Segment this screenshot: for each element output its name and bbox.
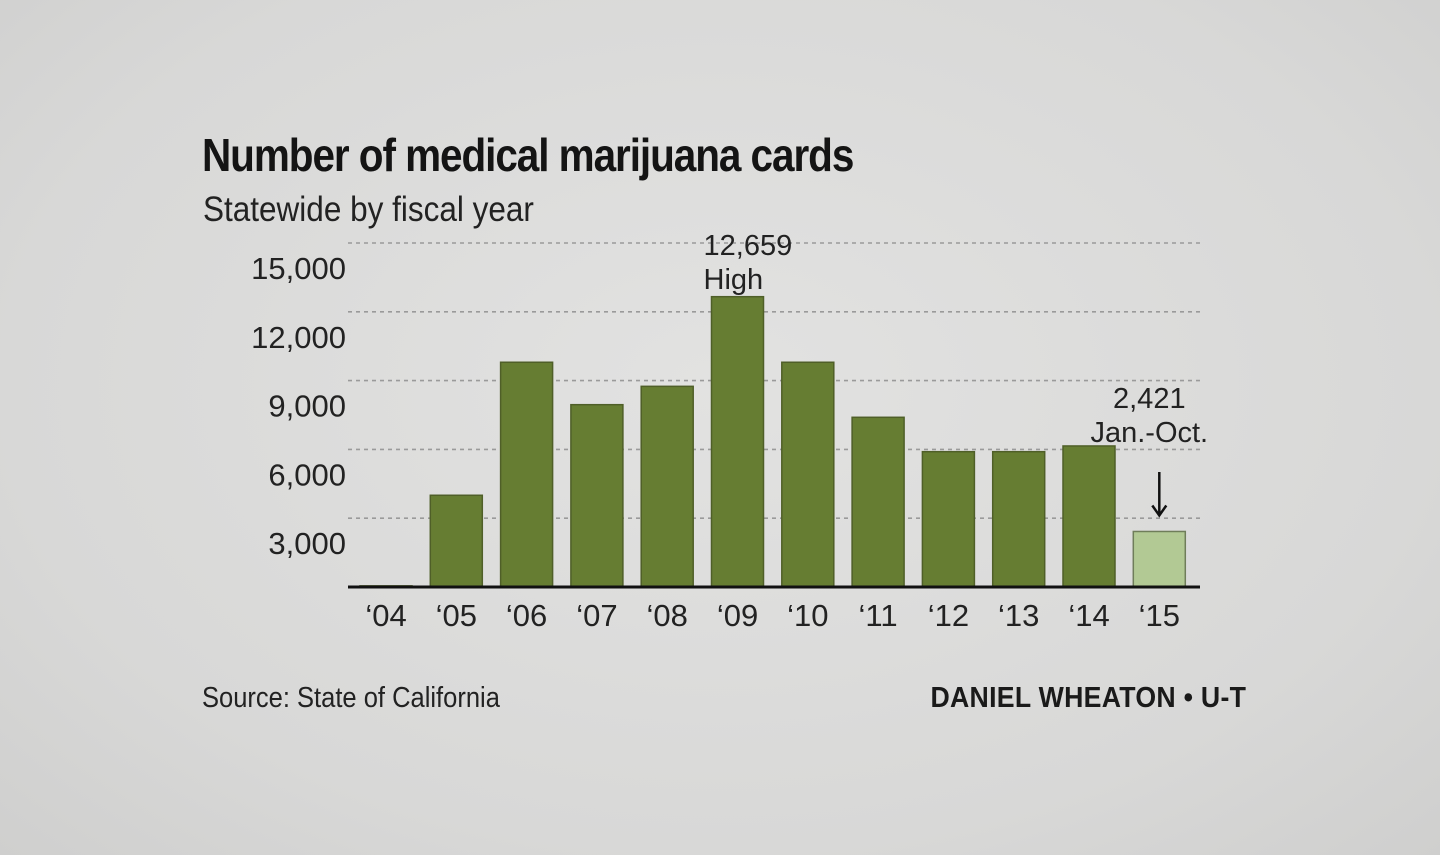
bar: [1132, 530, 1187, 588]
chart-title: Number of medical marijuana cards: [202, 129, 854, 181]
bar: [429, 494, 484, 588]
x-axis-ticks: ‘04 ‘05 ‘06 ‘07 ‘08 ‘09 ‘10 ‘11 ‘12 ‘13 ‘14 ‘15: [365, 598, 1180, 633]
x-tick-label: ‘12: [928, 598, 969, 633]
y-tick-label: 6,000: [268, 457, 346, 492]
bar: [781, 361, 835, 588]
bar: [570, 403, 624, 588]
x-tick-label: ‘10: [787, 598, 828, 633]
annotation-text: Jan.-Oct.: [1090, 417, 1208, 449]
y-tick-label: 12,000: [251, 320, 346, 355]
bar: [1062, 445, 1116, 588]
x-tick-label: ‘15: [1139, 598, 1180, 633]
gridlines: [348, 242, 1200, 520]
x-tick-label: ‘11: [859, 598, 898, 633]
bar: [991, 450, 1046, 588]
bar: [710, 295, 765, 588]
x-tick-label: ‘06: [506, 598, 547, 633]
credit-line: DANIEL WHEATON • U-T: [930, 682, 1246, 714]
chart-subtitle: Statewide by fiscal year: [203, 190, 534, 229]
x-tick-label: ‘05: [436, 598, 477, 633]
x-tick-label: ‘07: [576, 598, 617, 633]
bar: [921, 450, 976, 588]
y-axis-ticks: 3,000 6,000 9,000 12,000 15,000: [251, 251, 346, 561]
bar: [640, 385, 694, 588]
bars: [359, 295, 1187, 588]
y-tick-label: 3,000: [268, 526, 346, 561]
x-tick-label: ‘04: [365, 598, 406, 633]
x-tick-label: ‘13: [998, 598, 1039, 633]
x-tick-label: ‘14: [1068, 598, 1109, 633]
annotation-text: 12,659: [704, 230, 793, 262]
annotation-text: 2,421: [1113, 383, 1186, 415]
source-note: Source: State of California: [202, 682, 500, 714]
y-tick-label: 15,000: [251, 251, 346, 286]
x-tick-label: ‘09: [717, 598, 758, 633]
annotation-arrow-head: [1151, 504, 1168, 518]
annotation-text: High: [704, 264, 764, 296]
bar: [851, 416, 905, 588]
bar: [499, 361, 554, 588]
y-tick-label: 9,000: [268, 389, 346, 424]
x-tick-label: ‘08: [647, 598, 688, 633]
